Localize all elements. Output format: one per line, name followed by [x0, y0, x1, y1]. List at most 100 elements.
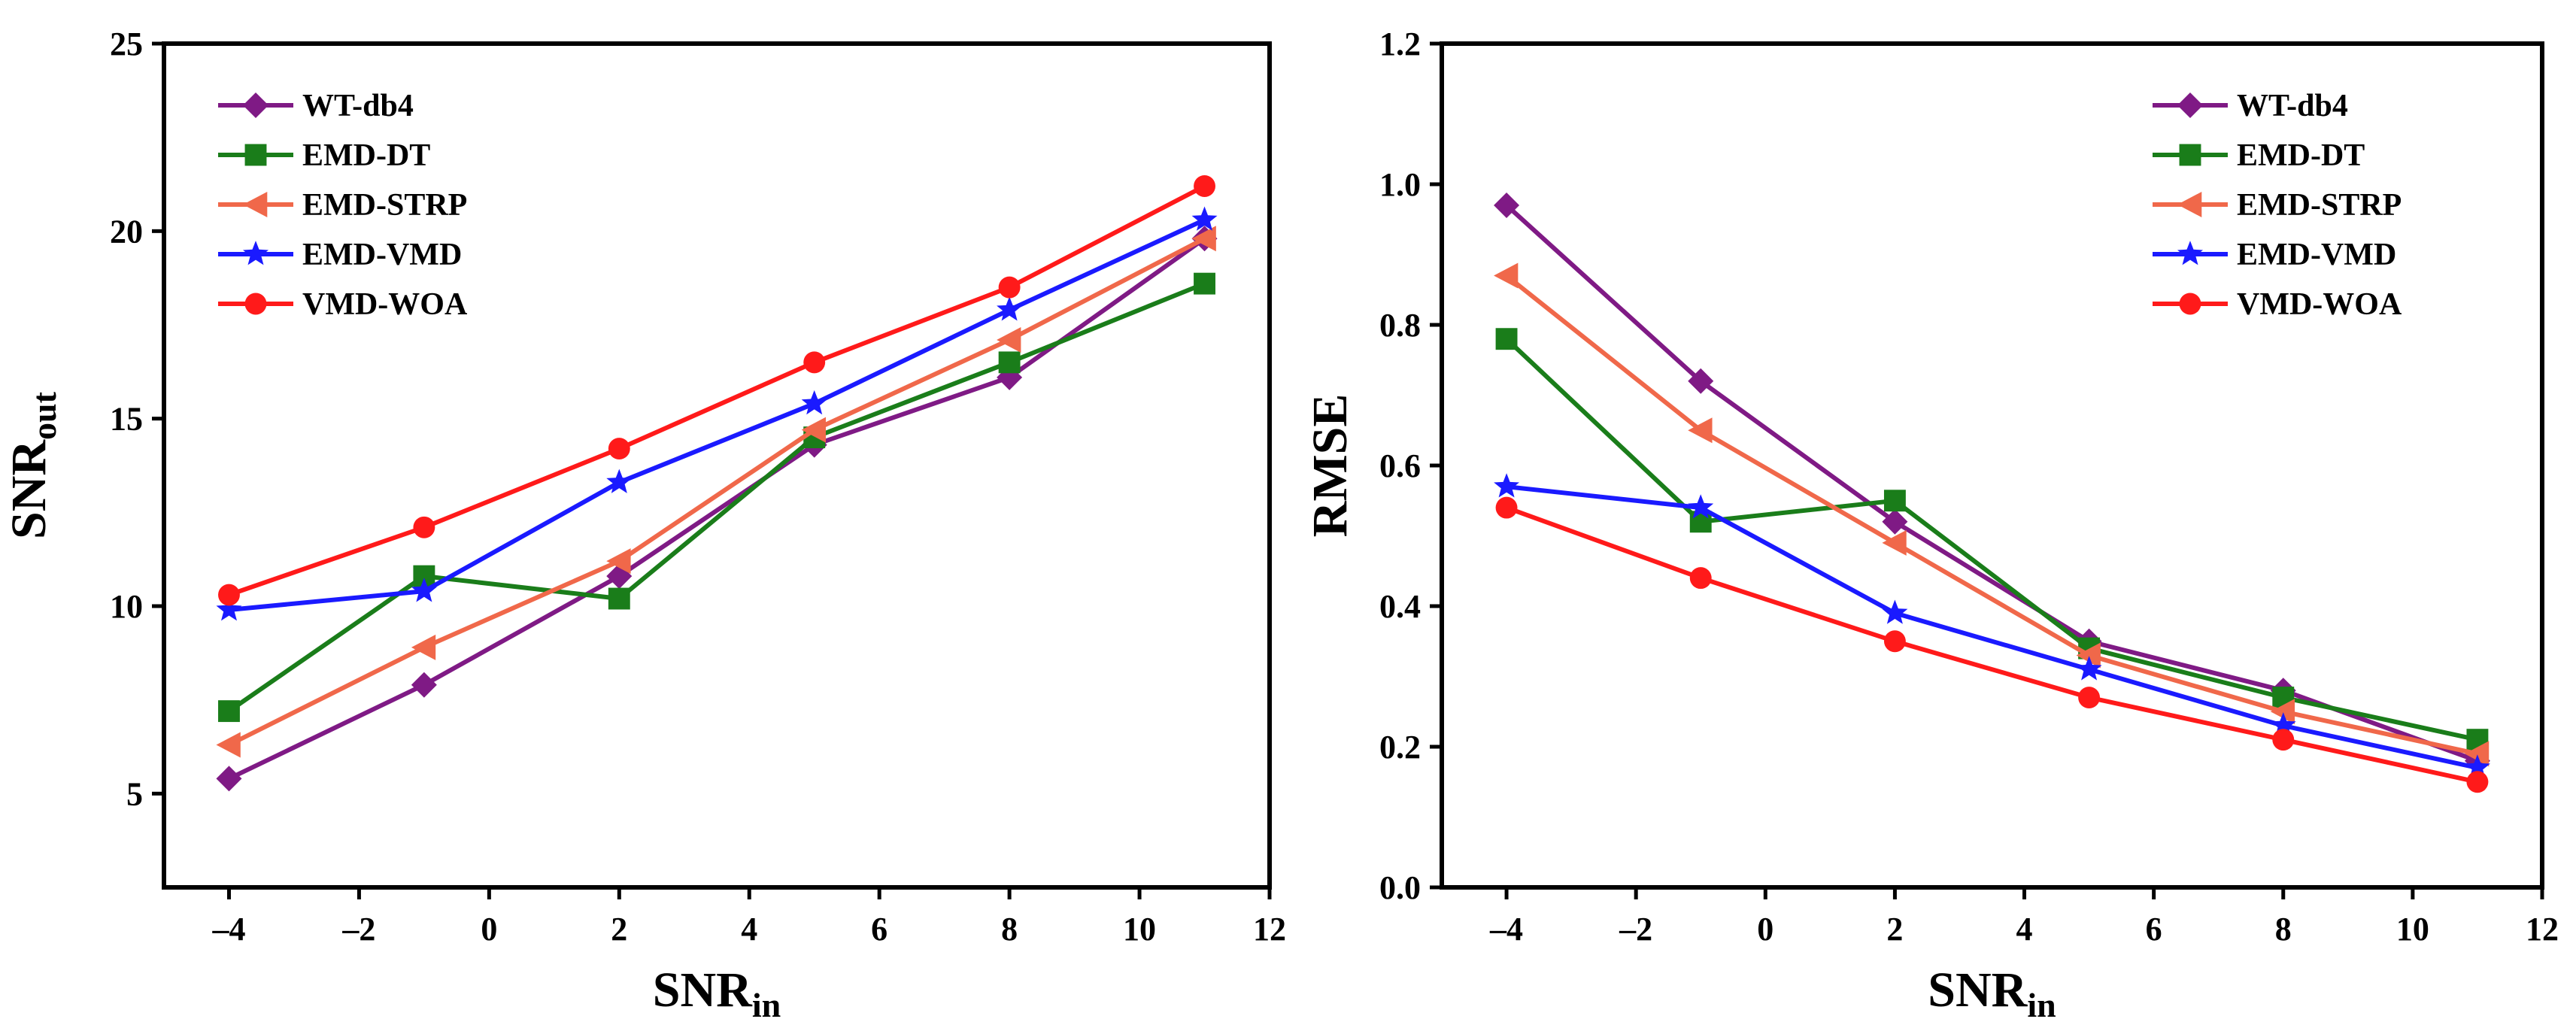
data-point-emd-vmd: [997, 296, 1023, 321]
y-tick-label: 0.2: [1379, 729, 1421, 766]
data-point-emd-dt: [218, 700, 240, 723]
y-axis-label: RMSE: [1303, 394, 1358, 538]
data-point-emd-vmd: [1688, 494, 1714, 519]
legend: WT-db4 EMD-DT EMD-STRP EMD-VMD VMD-WOA: [218, 89, 468, 322]
y-tick-label: 5: [126, 775, 143, 812]
y-tick-label: 1.2: [1379, 26, 1421, 62]
legend-marker-emd-vmd: [2177, 241, 2203, 265]
chart-left-snr-out: –4 –2 0 2 4 6 8 10 12 5 10 15 20 25 SNRin SNRout WT-db4 E…: [2, 26, 1286, 1024]
legend-label-wt-db4: WT-db4: [2237, 89, 2348, 123]
data-point-wt-db4: [1688, 368, 1714, 394]
data-point-emd-strp: [2464, 741, 2490, 767]
y-tick-label: 0.8: [1379, 307, 1421, 344]
data-point-wt-db4: [411, 672, 437, 698]
legend-marker-emd-strp: [2177, 192, 2202, 217]
data-point-emd-vmd: [2465, 754, 2490, 779]
data-point-vmd-woa: [2078, 687, 2101, 708]
x-tick-label: 4: [2016, 911, 2033, 948]
data-point-vmd-woa: [2272, 729, 2295, 751]
legend: WT-db4 EMD-DT EMD-STRP EMD-VMD VMD-WOA: [2153, 89, 2402, 322]
data-point-emd-strp: [1494, 262, 1519, 289]
data-point-emd-strp: [2076, 642, 2101, 669]
x-axis-label: SNRin: [1928, 963, 2056, 1024]
series-line-emd-strp: [1505, 274, 2478, 757]
x-tick-label: 4: [741, 911, 757, 948]
data-point-vmd-woa: [1194, 175, 1215, 197]
y-tick-label: 25: [110, 26, 143, 62]
legend-label-vmd-woa: VMD-WOA: [302, 287, 468, 322]
data-point-vmd-woa: [1883, 630, 1906, 653]
data-point-emd-vmd: [2270, 712, 2296, 737]
series-line-emd-dt: [1505, 337, 2478, 742]
y-tick-label: 0.0: [1379, 869, 1421, 906]
x-tick-label: 6: [2146, 911, 2162, 948]
data-point-emd-vmd: [1494, 473, 1519, 498]
data-point-emd-strp: [1688, 417, 1713, 444]
y-tick-label: 1.0: [1379, 166, 1421, 203]
data-point-emd-strp: [1882, 529, 1907, 556]
y-tick-label: 0.4: [1379, 588, 1421, 625]
legend-label-emd-strp: EMD-STRP: [302, 188, 467, 223]
plot-frame: [162, 41, 1272, 890]
series-vmd-woa: [218, 175, 1215, 606]
y-tick-label: 15: [110, 401, 143, 438]
series-line-wt-db4: [228, 236, 1206, 781]
data-point-vmd-woa: [218, 584, 240, 606]
data-point-emd-strp: [2270, 699, 2295, 725]
legend-label-emd-vmd: EMD-VMD: [302, 238, 462, 272]
x-tick-label: 2: [611, 911, 627, 948]
legend-label-emd-vmd: EMD-VMD: [2237, 238, 2396, 272]
data-point-vmd-woa: [608, 438, 630, 460]
legend-marker-vmd-woa: [244, 293, 267, 315]
data-point-emd-strp: [1191, 226, 1216, 252]
data-point-emd-vmd: [606, 468, 633, 493]
x-tick-label: –4: [1489, 911, 1523, 948]
series-emd-dt: [1495, 328, 2489, 751]
y-axis-label: SNRout: [2, 391, 63, 539]
series-emd-vmd: [216, 206, 1218, 621]
data-point-emd-strp: [997, 326, 1021, 353]
data-point-emd-vmd: [216, 596, 242, 621]
data-point-emd-dt: [1883, 490, 1906, 512]
series-line-emd-vmd: [229, 217, 1206, 612]
legend-label-vmd-woa: VMD-WOA: [2237, 287, 2402, 322]
x-tick-label: 0: [1757, 911, 1773, 948]
legend-marker-vmd-woa: [2179, 293, 2201, 315]
legend-marker-emd-strp: [243, 192, 268, 217]
chart-right-rmse: –4 –2 0 2 4 6 8 10 12 0.0 0.2 0.4 0.6 0.8 1.0 1.2 SNRin R…: [1303, 26, 2559, 1024]
series-emd-strp: [1494, 262, 2490, 767]
x-tick-label: 6: [871, 911, 887, 948]
data-point-emd-vmd: [1882, 599, 1908, 624]
x-tick-label: –2: [1619, 911, 1652, 948]
data-point-vmd-woa: [998, 276, 1021, 299]
data-point-vmd-woa: [1495, 496, 1518, 519]
legend-label-emd-dt: EMD-DT: [2237, 138, 2365, 173]
legend-marker-emd-dt: [2179, 144, 2201, 166]
data-point-emd-strp: [411, 634, 436, 660]
data-point-emd-vmd: [1191, 206, 1218, 231]
series-line-emd-dt: [227, 281, 1206, 714]
series-emd-strp: [216, 226, 1216, 758]
series-vmd-woa: [1495, 496, 2489, 793]
series-line-emd-strp: [228, 236, 1206, 747]
y-tick-label: 0.6: [1379, 447, 1421, 484]
series-wt-db4: [1494, 193, 2490, 774]
legend-label-emd-strp: EMD-STRP: [2237, 188, 2402, 223]
y-tick-label: 20: [110, 213, 143, 250]
data-point-emd-dt: [1194, 272, 1215, 295]
data-point-vmd-woa: [803, 351, 826, 374]
series-line-emd-vmd: [1506, 484, 2478, 770]
data-point-emd-strp: [216, 732, 241, 758]
legend-marker-wt-db4: [243, 92, 269, 118]
x-tick-label: 8: [1001, 911, 1018, 948]
x-tick-label: 0: [481, 911, 497, 948]
data-point-vmd-woa: [413, 516, 435, 538]
data-point-emd-dt: [608, 587, 630, 610]
data-point-wt-db4: [216, 766, 242, 792]
data-point-emd-dt: [1495, 328, 1518, 350]
x-tick-label: 10: [1123, 911, 1156, 948]
data-point-emd-dt: [998, 351, 1021, 374]
legend-marker-emd-dt: [244, 144, 267, 166]
x-tick-label: 10: [2396, 911, 2429, 948]
data-point-wt-db4: [1882, 508, 1908, 535]
